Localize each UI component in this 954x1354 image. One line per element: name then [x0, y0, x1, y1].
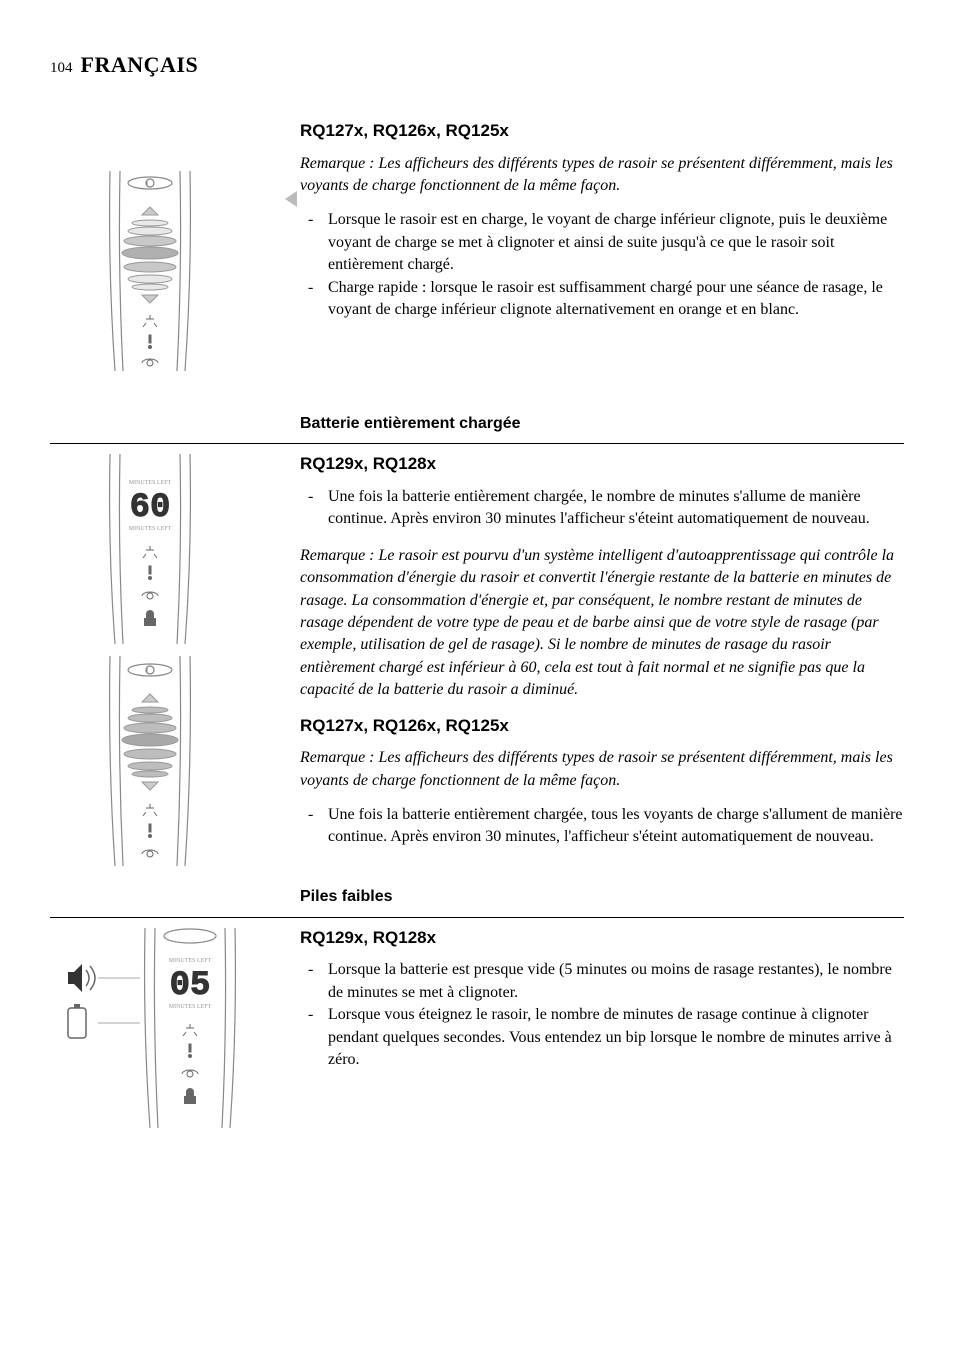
section-low-battery: MINUTES LEFT 05 MINUTES LEFT RQ129x, RQ1… — [50, 918, 904, 1140]
razor-05min-illustration: MINUTES LEFT 05 MINUTES LEFT — [50, 928, 290, 1128]
section-charging: RQ127x, RQ126x, RQ125x Remarque : Les af… — [50, 111, 904, 383]
bullet-list-2b: Une fois la batterie entièrement chargée… — [300, 804, 904, 849]
subtitle-row-low-battery: Piles faibles — [50, 886, 904, 917]
razor-bars-illustration — [50, 171, 250, 371]
bullet-item: Lorsque vous éteignez le rasoir, le nomb… — [300, 1004, 904, 1071]
section-battery-full: MINUTES LEFT 60 MINUTES LEFT — [50, 444, 904, 878]
models-heading-2a: RQ129x, RQ128x — [300, 452, 904, 476]
bullet-item: Une fois la batterie entièrement chargée… — [300, 804, 904, 849]
bullet-item: Lorsque le rasoir est en charge, le voya… — [300, 209, 904, 276]
bullet-item: Lorsque la batterie est presque vide (5 … — [300, 959, 904, 1004]
subtitle-low-battery: Piles faibles — [290, 886, 904, 912]
page-header: 104 FRANÇAIS — [50, 50, 904, 81]
note-2b: Remarque : Les afficheurs des différents… — [300, 747, 904, 792]
bullet-list-2a: Une fois la batterie entièrement chargée… — [300, 486, 904, 531]
razor-60min-illustration: MINUTES LEFT 60 MINUTES LEFT — [50, 454, 250, 644]
minutes-left-label-2: MINUTES LEFT — [129, 526, 172, 532]
figure-col-1 — [50, 111, 290, 383]
note-2a: Remarque : Le rasoir est pourvu d'un sys… — [300, 545, 904, 702]
bullet-item: Charge rapide : lorsque le rasoir est su… — [300, 277, 904, 322]
text-col-2: RQ129x, RQ128x Une fois la batterie enti… — [290, 444, 904, 878]
models-heading-2b: RQ127x, RQ126x, RQ125x — [300, 714, 904, 738]
bullet-list-1: Lorsque le rasoir est en charge, le voya… — [300, 209, 904, 321]
models-heading-1: RQ127x, RQ126x, RQ125x — [300, 119, 904, 143]
models-heading-3: RQ129x, RQ128x — [300, 926, 904, 950]
minutes-left-label-low: MINUTES LEFT — [169, 958, 212, 964]
minutes-display-05: 05 — [170, 967, 211, 1005]
figure-col-2: MINUTES LEFT 60 MINUTES LEFT — [50, 444, 290, 878]
bullet-list-3: Lorsque la batterie est presque vide (5 … — [300, 959, 904, 1071]
razor-bars-full-illustration — [50, 656, 250, 866]
note-1: Remarque : Les afficheurs des différents… — [300, 153, 904, 198]
minutes-display-60: 60 — [130, 489, 171, 527]
bullet-item: Une fois la batterie entièrement chargée… — [300, 486, 904, 531]
figure-col-3: MINUTES LEFT 05 MINUTES LEFT — [50, 918, 290, 1140]
page-number: 104 — [50, 58, 73, 79]
subtitle-battery-full: Batterie entièrement chargée — [290, 413, 904, 439]
minutes-left-label-low-2: MINUTES LEFT — [169, 1004, 212, 1010]
text-col-3: RQ129x, RQ128x Lorsque la batterie est p… — [290, 918, 904, 1140]
minutes-left-label: MINUTES LEFT — [129, 480, 172, 486]
language-heading: FRANÇAIS — [81, 50, 199, 81]
text-col-1: RQ127x, RQ126x, RQ125x Remarque : Les af… — [290, 111, 904, 383]
subtitle-row-battery-full: Batterie entièrement chargée — [50, 413, 904, 444]
